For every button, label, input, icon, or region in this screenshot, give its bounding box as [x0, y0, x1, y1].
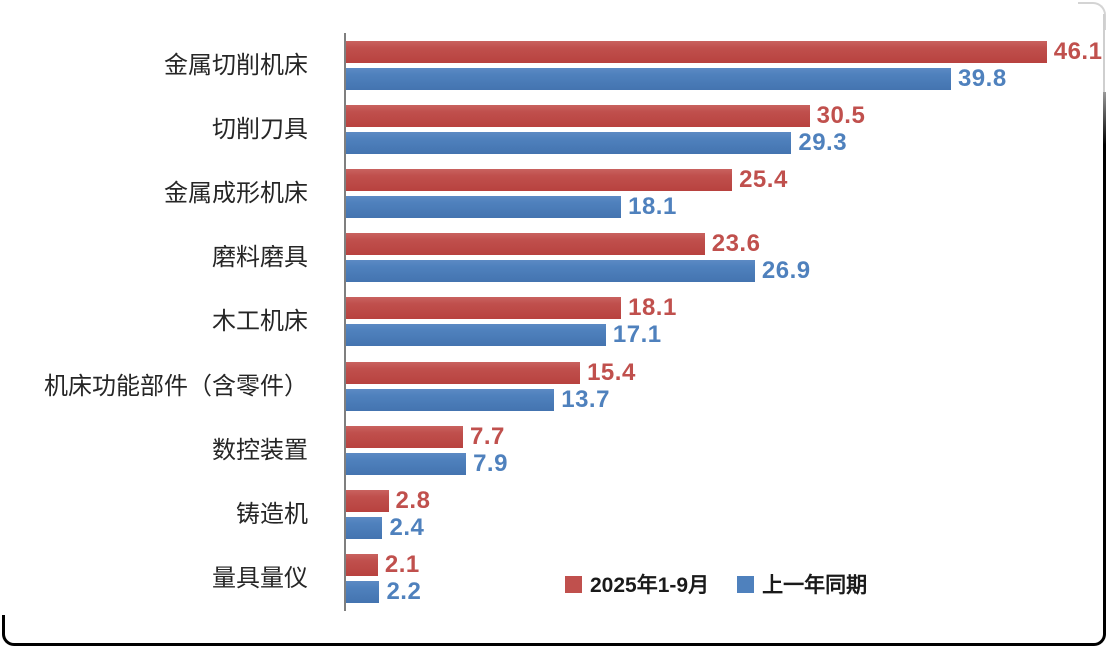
legend-label: 上一年同期	[762, 574, 868, 597]
bar-row: 46.1	[346, 37, 1108, 65]
category-group: 机床功能部件（含零件） 15.4 13.7	[0, 354, 1108, 418]
category-group: 量具量仪 2.1 2.2	[0, 547, 1108, 611]
category-group: 铸造机 2.8 2.4	[0, 483, 1108, 547]
value-label-previous: 39.8	[957, 64, 1007, 92]
chart-groups: 金属切削机床 46.1 39.8 切削刀具 30.5 29.3 金属成形机床 25.4 18.1…	[0, 33, 1108, 611]
category-label: 量具量仪	[212, 565, 308, 593]
value-label-current: 7.7	[470, 422, 505, 450]
bar-row: 2.1	[346, 551, 1108, 579]
bar-previous-period	[346, 196, 622, 219]
category-bars: 15.4 13.7	[346, 358, 1108, 413]
bar-row: 2.2	[346, 578, 1108, 606]
bar-previous-period	[346, 67, 951, 90]
bar-current-period	[346, 425, 464, 448]
category-group: 金属成形机床 25.4 18.1	[0, 161, 1108, 225]
y-axis-line	[344, 33, 346, 611]
category-label: 木工机床	[212, 308, 308, 336]
value-label-current: 2.8	[395, 487, 431, 515]
legend-item: 上一年同期	[737, 569, 867, 599]
bar-previous-period	[346, 324, 606, 347]
bar-row: 30.5	[346, 101, 1108, 129]
frame-bottom-border	[2, 615, 1106, 646]
category-bars: 25.4 18.1	[346, 166, 1108, 221]
bar-previous-period	[346, 131, 792, 154]
value-label-previous: 29.3	[798, 128, 848, 156]
category-group: 金属切削机床 46.1 39.8	[0, 33, 1108, 97]
category-bars: 18.1 17.1	[346, 294, 1108, 349]
bar-previous-period	[346, 388, 555, 411]
category-group: 木工机床 18.1 17.1	[0, 290, 1108, 354]
category-label: 铸造机	[236, 501, 308, 529]
bar-current-period	[346, 361, 581, 384]
category-group: 数控装置 7.7 7.9	[0, 418, 1108, 482]
category-label: 磨料磨具	[212, 244, 308, 272]
value-label-current: 2.1	[384, 551, 420, 579]
value-label-current: 15.4	[587, 358, 636, 386]
bar-row: 23.6	[346, 230, 1108, 258]
bar-row: 25.4	[346, 166, 1108, 194]
legend-label: 2025年1-9月	[590, 574, 710, 597]
bar-row: 26.9	[346, 257, 1108, 285]
category-bars: 7.7 7.9	[346, 422, 1108, 477]
bar-current-period	[346, 554, 378, 577]
bar-row: 7.9	[346, 449, 1108, 477]
legend-item: 2025年1-9月	[565, 569, 709, 599]
bar-current-period	[346, 297, 622, 320]
value-label-previous: 18.1	[628, 193, 677, 221]
bar-row: 2.8	[346, 487, 1108, 515]
value-label-current: 46.1	[1053, 37, 1103, 65]
value-label-previous: 26.9	[761, 257, 811, 285]
bar-current-period	[346, 490, 389, 513]
bar-row: 17.1	[346, 321, 1108, 349]
bar-previous-period	[346, 581, 380, 604]
frame-corner-top-right	[1078, 2, 1106, 30]
value-label-previous: 17.1	[612, 321, 662, 349]
bar-current-period	[346, 169, 733, 192]
category-bars: 46.1 39.8	[346, 37, 1108, 92]
category-group: 磨料磨具 23.6 26.9	[0, 226, 1108, 290]
bar-row: 15.4	[346, 358, 1108, 386]
value-label-previous: 2.2	[386, 578, 422, 606]
value-label-current: 30.5	[816, 101, 866, 129]
value-label-previous: 2.4	[389, 514, 425, 542]
bar-current-period	[346, 104, 810, 127]
category-label: 切削刀具	[212, 115, 308, 143]
category-label: 金属成形机床	[164, 179, 308, 207]
category-bars: 30.5 29.3	[346, 101, 1108, 156]
category-bars: 23.6 26.9	[346, 230, 1108, 285]
chart-legend: 2025年1-9月 上一年同期	[565, 571, 867, 597]
bar-row: 13.7	[346, 385, 1108, 413]
category-group: 切削刀具 30.5 29.3	[0, 97, 1108, 161]
value-label-current: 25.4	[739, 166, 788, 194]
value-label-current: 23.6	[711, 230, 761, 258]
bar-chart: 金属切削机床 46.1 39.8 切削刀具 30.5 29.3 金属成形机床 25.4 18.1…	[0, 33, 1108, 611]
category-label: 机床功能部件（含零件）	[44, 372, 308, 400]
bar-row: 39.8	[346, 64, 1108, 92]
bar-previous-period	[346, 260, 755, 283]
bar-row: 18.1	[346, 294, 1108, 322]
category-bars: 2.1 2.2	[346, 551, 1108, 606]
bar-current-period	[346, 40, 1047, 63]
bar-row: 29.3	[346, 128, 1108, 156]
category-label: 数控装置	[212, 436, 308, 464]
value-label-previous: 7.9	[473, 449, 508, 477]
bar-row: 18.1	[346, 193, 1108, 221]
value-label-current: 18.1	[628, 294, 677, 322]
category-bars: 2.8 2.4	[346, 487, 1108, 542]
bar-current-period	[346, 233, 705, 256]
bar-row: 2.4	[346, 514, 1108, 542]
legend-swatch-icon	[565, 575, 582, 593]
category-label: 金属切削机床	[164, 51, 308, 79]
bar-previous-period	[346, 517, 383, 540]
bar-row: 7.7	[346, 422, 1108, 450]
bar-previous-period	[346, 452, 467, 475]
value-label-previous: 13.7	[561, 385, 610, 413]
legend-swatch-icon	[737, 575, 755, 593]
